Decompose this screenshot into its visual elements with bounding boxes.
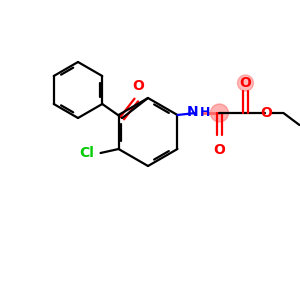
- Text: O: O: [260, 106, 272, 120]
- Text: Cl: Cl: [80, 146, 94, 160]
- Text: O: O: [239, 76, 251, 90]
- Text: H: H: [200, 106, 210, 118]
- Circle shape: [210, 104, 228, 122]
- Text: O: O: [214, 143, 225, 157]
- Text: N: N: [187, 105, 198, 119]
- Text: O: O: [132, 79, 144, 93]
- Circle shape: [237, 75, 254, 91]
